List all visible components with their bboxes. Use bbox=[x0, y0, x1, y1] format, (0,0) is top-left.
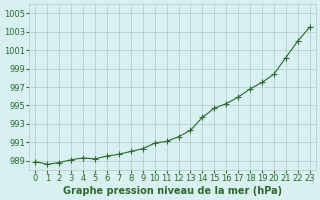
X-axis label: Graphe pression niveau de la mer (hPa): Graphe pression niveau de la mer (hPa) bbox=[63, 186, 282, 196]
